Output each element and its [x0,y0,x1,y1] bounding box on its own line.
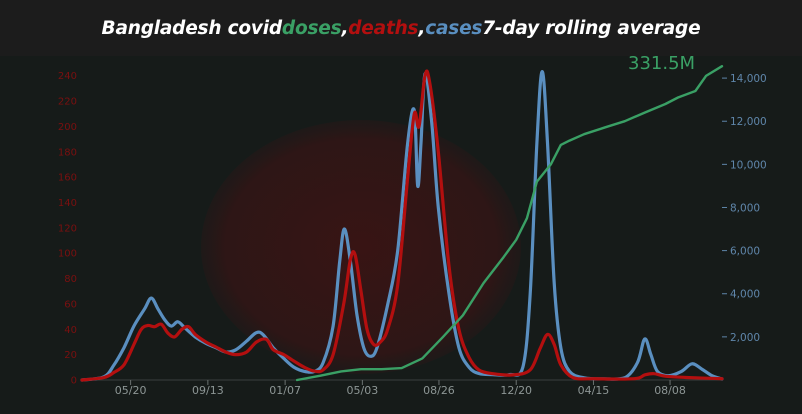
right-axis: 2,000 4,000 6,000 8,000 10,000 12,000 14,000 [722,73,767,344]
left-tick-label: 180 [58,147,77,158]
left-tick-label: 80 [64,274,77,285]
x-tick-label: 01/07 [269,384,301,397]
left-tick-label: 240 [58,71,77,82]
left-tick-label: 20 [64,350,77,361]
x-tick-label: 05/03 [347,384,379,397]
left-tick-label: 140 [58,198,77,209]
x-tick-label: 08/26 [423,384,455,397]
title-separator-2: , [418,17,426,39]
doses-series-line [295,65,724,382]
left-tick-label: 40 [64,325,77,336]
left-axis: 0 20 40 60 80 100 120 140 160 180 200 220 240 [58,71,77,386]
right-tick-label: 4,000 [730,289,760,301]
title-doses-word: doses [281,17,342,39]
left-tick-label: 100 [58,249,77,260]
title-part2: 7-day rolling average [482,17,701,39]
x-tick-label: 05/20 [115,384,147,397]
x-tick-label: 12/20 [500,384,532,397]
x-tick-label: 04/15 [578,384,610,397]
x-axis: 05/20 09/13 01/07 05/03 08/26 12/20 04/15 08/08 [115,380,686,397]
right-tick-label: 6,000 [730,246,760,258]
title-deaths-word: deaths [348,17,419,39]
right-tick-label: 8,000 [730,202,760,214]
title-separator-1: , [341,17,349,39]
left-tick-label: 60 [64,299,77,310]
left-tick-label: 220 [58,97,77,108]
left-tick-label: 120 [58,223,77,234]
left-tick-label: 0 [71,376,77,387]
total-doses-annotation: 331.5M [628,56,695,74]
series-layer [80,65,724,382]
x-tick-label: 09/13 [192,384,224,397]
title-part1: Bangladesh covid [101,17,283,39]
left-tick-label: 160 [58,173,77,184]
right-tick-label: 14,000 [730,73,767,85]
right-tick-label: 2,000 [730,332,760,344]
deaths-series-line [80,69,724,382]
chart-title: Bangladesh covid doses, deaths, cases 7-… [0,0,802,56]
right-tick-label: 12,000 [730,116,767,128]
x-tick-label: 08/08 [654,384,686,397]
title-cases-word: cases [425,17,483,39]
right-tick-label: 10,000 [730,159,767,171]
chart-area: 0 20 40 60 80 100 120 140 160 180 200 220 240 2,000 4… [58,56,767,397]
left-tick-label: 200 [58,122,77,133]
